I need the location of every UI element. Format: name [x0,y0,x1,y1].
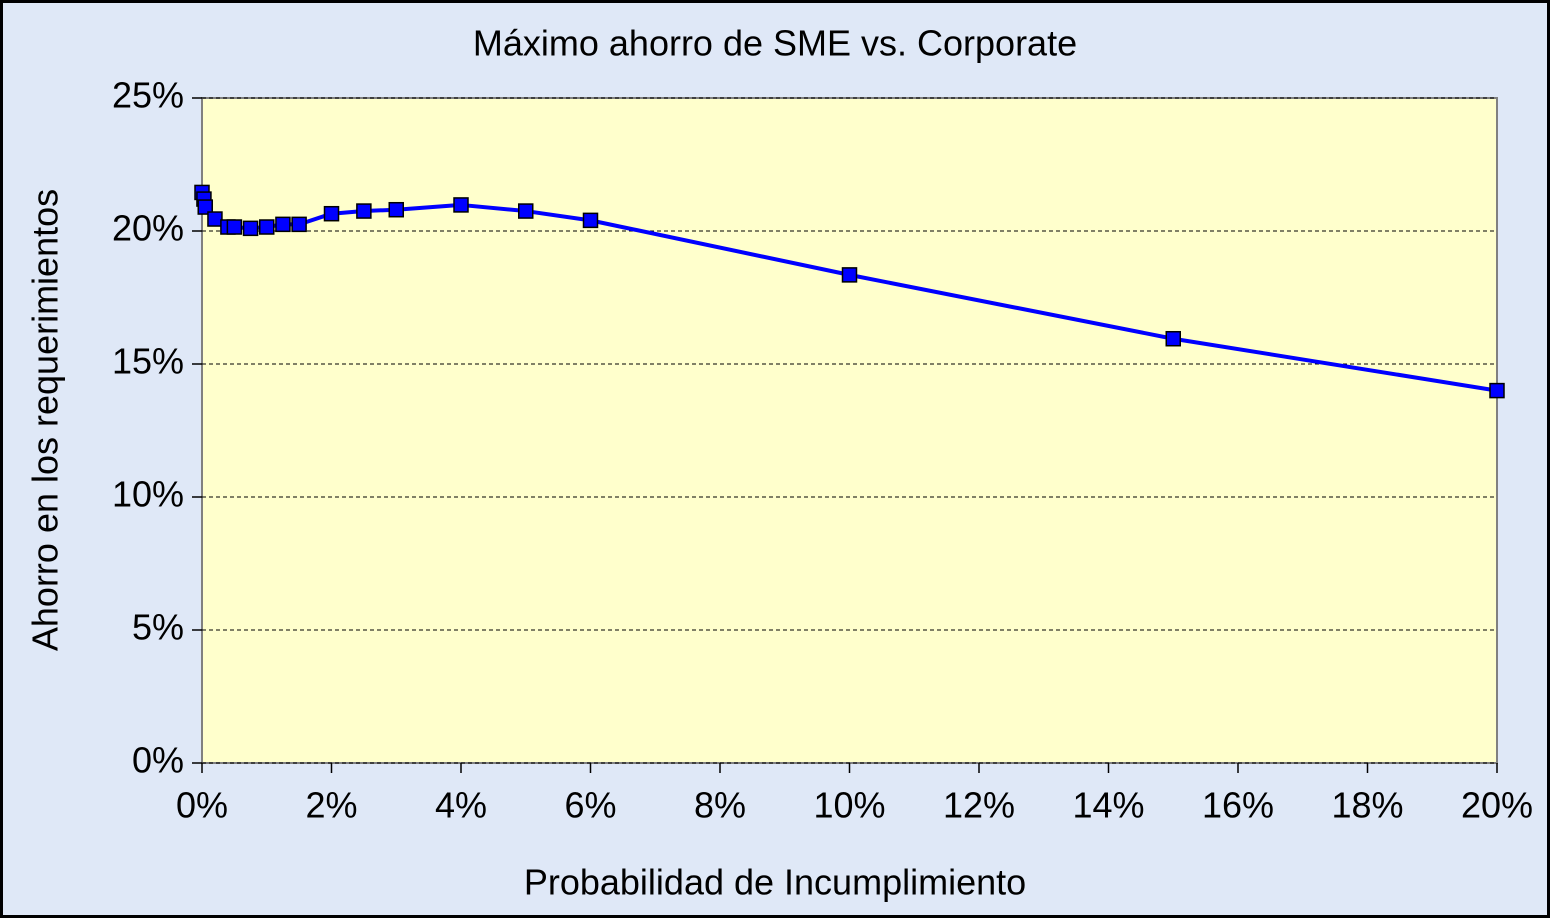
point-marker [582,212,599,229]
x-tick-label: 10% [813,785,885,826]
y-tick-label: 15% [112,341,184,382]
point-marker [841,267,858,283]
x-tick-label: 8% [694,785,746,826]
y-tick-label: 25% [112,75,184,116]
point-marker [207,211,223,227]
point-marker [323,205,340,222]
x-tick-label: 14% [1072,785,1144,826]
y-tick-label: 10% [112,474,184,515]
y-axis-label: Ahorro en los requerimientos [25,189,66,651]
point-marker [1489,382,1505,399]
x-tick-label: 6% [564,785,616,826]
point-marker [259,219,275,235]
point-marker [518,203,534,219]
x-tick-label: 20% [1461,785,1533,826]
x-tick-label: 0% [176,785,228,826]
point-marker [242,220,259,237]
x-tick-label: 18% [1331,785,1403,826]
x-tick-label: 16% [1202,785,1274,826]
x-tick-label: 2% [305,785,357,826]
chart-title: Máximo ahorro de SME vs. Corporate [473,23,1077,64]
point-marker [453,197,469,213]
x-tick-label: 12% [943,785,1015,826]
point-marker [197,199,213,215]
y-tick-label: 5% [132,607,184,648]
y-tick-label: 0% [132,740,184,781]
point-marker [275,216,291,233]
point-marker [356,203,372,219]
plot-area [201,97,1498,764]
x-axis-label: Probabilidad de Incumplimiento [524,862,1026,903]
point-marker [1165,330,1181,347]
point-marker [388,201,404,218]
point-marker [291,216,307,233]
x-tick-label: 4% [435,785,487,826]
point-marker [226,219,243,235]
y-tick-label: 20% [112,208,184,249]
